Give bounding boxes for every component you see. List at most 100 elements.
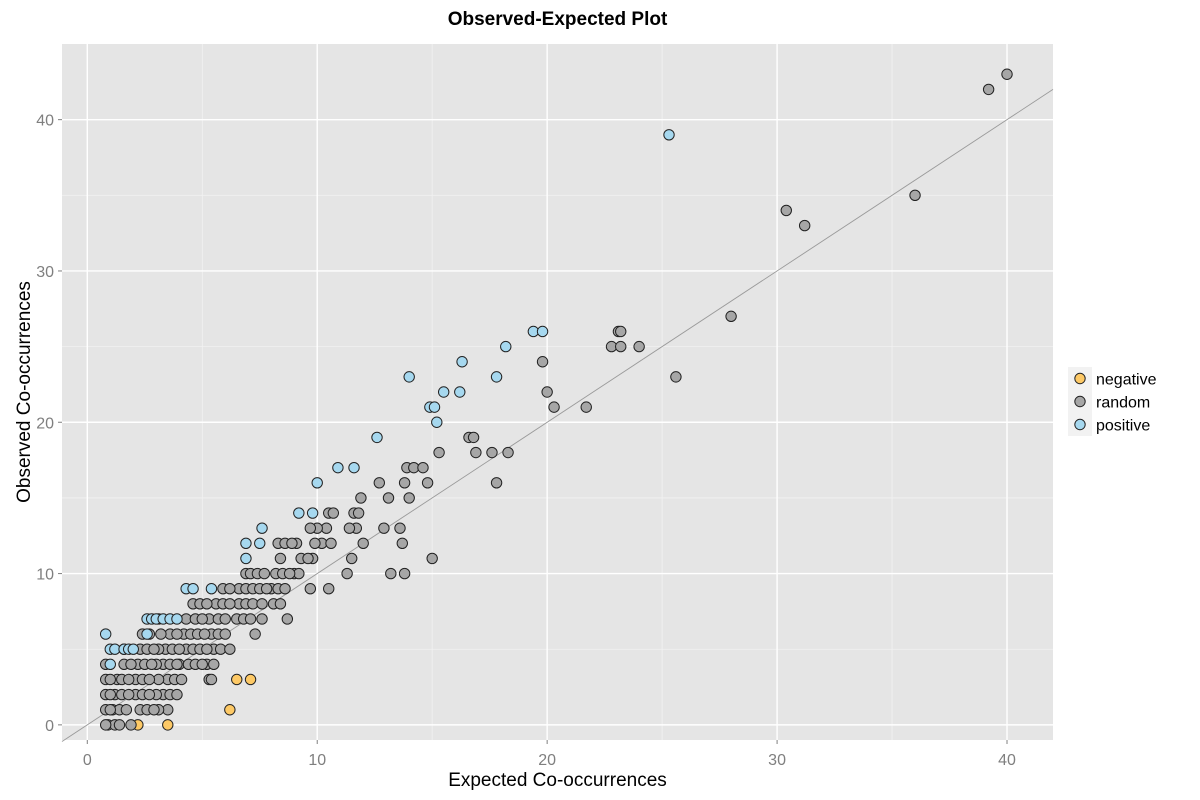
y-tick-label: 0 — [45, 718, 54, 735]
random-point — [343, 522, 356, 534]
negative-point — [224, 704, 236, 716]
legend-label-negative: negative — [1096, 372, 1157, 389]
y-axis-ticks: 0 10 20 30 40 — [36, 113, 62, 735]
random-point — [536, 356, 549, 368]
random-point — [982, 83, 995, 96]
positive-point — [240, 537, 252, 550]
random-point — [302, 552, 314, 565]
random-point — [403, 492, 415, 504]
legend-key-negative — [1074, 372, 1086, 385]
random-point — [633, 340, 645, 353]
positive-point — [428, 401, 441, 413]
positive-point — [187, 582, 199, 595]
positive-point — [256, 522, 268, 534]
positive-point — [663, 129, 675, 141]
random-point — [323, 582, 335, 595]
random-point — [417, 461, 429, 474]
random-point — [104, 704, 116, 716]
x-tick-label: 10 — [308, 752, 326, 769]
random-point — [99, 719, 112, 731]
random-point — [780, 204, 792, 217]
random-point — [325, 537, 337, 550]
positive-point — [332, 461, 344, 474]
positive-point — [254, 537, 266, 550]
random-point — [274, 598, 287, 610]
random-point — [201, 598, 213, 610]
random-point — [382, 492, 395, 504]
y-tick-label: 30 — [36, 264, 54, 281]
random-point — [148, 643, 160, 655]
random-point — [256, 598, 268, 610]
random-point — [426, 552, 438, 565]
positive-point — [99, 628, 112, 640]
random-point — [171, 688, 183, 701]
random-point — [355, 492, 367, 504]
random-point — [249, 628, 261, 640]
random-point — [175, 673, 188, 686]
random-point — [352, 507, 365, 519]
random-point — [378, 522, 390, 534]
negative-point — [162, 719, 174, 731]
random-point — [224, 643, 236, 655]
random-point — [421, 477, 434, 489]
minor-gridlines — [62, 44, 1053, 740]
y-tick-label: 10 — [36, 567, 54, 584]
random-point — [725, 310, 737, 323]
random-point — [279, 582, 291, 595]
random-point — [283, 567, 296, 580]
x-tick-label: 30 — [768, 752, 786, 769]
positive-point — [311, 477, 323, 489]
y-axis-title: Observed Co-occurrences — [14, 281, 35, 503]
x-tick-label: 40 — [998, 752, 1016, 769]
x-axis-title: Expected Co-occurrences — [448, 770, 667, 791]
random-point — [670, 371, 682, 383]
legend: negative random positive — [1068, 367, 1157, 436]
random-point — [104, 673, 116, 686]
random-point — [281, 613, 294, 625]
random-point — [346, 552, 358, 565]
random-point — [502, 446, 514, 459]
random-point — [171, 658, 183, 671]
legend-key-random — [1074, 395, 1086, 408]
random-point — [304, 522, 317, 534]
random-point — [148, 704, 160, 716]
y-tick-label: 20 — [36, 415, 54, 432]
random-point — [615, 340, 627, 353]
positive-point — [293, 507, 305, 519]
random-point — [219, 613, 231, 625]
positive-point — [348, 461, 360, 474]
random-point — [396, 537, 408, 550]
positive-point — [456, 356, 468, 368]
random-point — [398, 477, 411, 489]
random-point — [145, 658, 158, 671]
random-point — [120, 704, 133, 716]
random-point — [385, 567, 397, 580]
random-point — [327, 507, 340, 519]
random-point — [196, 658, 208, 671]
random-point — [548, 401, 560, 413]
y-tick-label: 40 — [36, 113, 54, 130]
random-point — [143, 688, 156, 701]
positive-point — [371, 431, 383, 444]
random-point — [541, 386, 553, 398]
random-point — [486, 446, 498, 459]
positive-point — [454, 386, 466, 398]
x-tick-label: 0 — [83, 752, 92, 769]
positive-point — [127, 643, 139, 655]
random-point — [104, 688, 116, 701]
positive-point — [431, 416, 443, 428]
random-point — [798, 219, 811, 232]
random-point — [208, 658, 220, 671]
random-point — [357, 537, 369, 550]
random-point — [274, 552, 287, 565]
positive-point — [171, 613, 183, 625]
positive-point — [205, 582, 218, 595]
random-point — [155, 628, 167, 640]
negative-point — [244, 673, 257, 686]
random-point — [122, 673, 135, 686]
random-point — [580, 401, 592, 413]
random-point — [122, 688, 135, 701]
random-point — [470, 446, 482, 459]
